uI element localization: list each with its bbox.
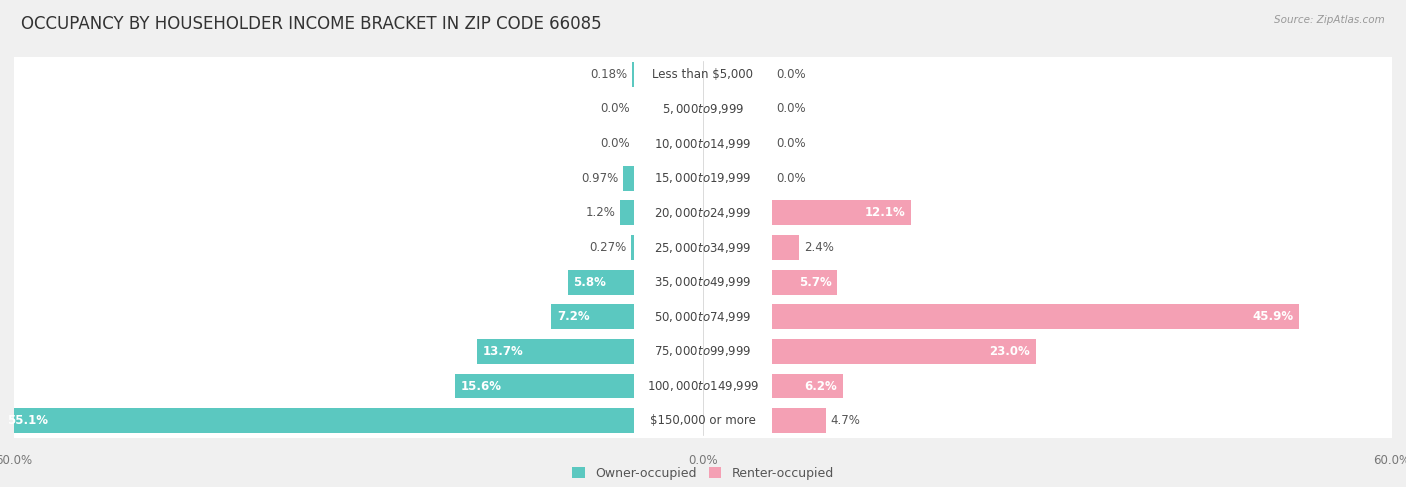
Text: $10,000 to $14,999: $10,000 to $14,999 [654,137,752,150]
Text: 0.0%: 0.0% [600,102,630,115]
Text: $25,000 to $34,999: $25,000 to $34,999 [654,241,752,255]
Bar [772,304,1299,329]
Text: 0.18%: 0.18% [591,68,627,81]
Text: 5.8%: 5.8% [574,276,606,289]
Text: 45.9%: 45.9% [1253,310,1294,323]
Text: 4.7%: 4.7% [831,414,860,427]
Bar [772,408,825,433]
Bar [631,235,634,260]
Bar [8,92,1398,126]
Text: 5.7%: 5.7% [799,276,831,289]
Bar [8,369,1398,403]
Text: $150,000 or more: $150,000 or more [650,414,756,427]
Bar [456,374,634,398]
Bar [623,166,634,191]
Legend: Owner-occupied, Renter-occupied: Owner-occupied, Renter-occupied [572,467,834,480]
Bar [772,374,844,398]
Text: 0.0%: 0.0% [776,137,806,150]
Bar [772,339,1036,364]
Text: 0.0%: 0.0% [600,137,630,150]
Bar [8,161,1398,196]
Bar [8,403,1398,438]
Text: 0.97%: 0.97% [581,172,619,185]
Text: 0.0%: 0.0% [776,172,806,185]
Text: $20,000 to $24,999: $20,000 to $24,999 [654,206,752,220]
Text: 0.0%: 0.0% [776,68,806,81]
Text: 23.0%: 23.0% [990,345,1031,358]
Bar [772,270,838,295]
Bar [8,126,1398,161]
Text: 55.1%: 55.1% [7,414,48,427]
Bar [633,62,634,87]
Bar [477,339,634,364]
Text: 6.2%: 6.2% [804,379,838,393]
Bar [1,408,634,433]
Text: 2.4%: 2.4% [804,241,834,254]
Text: 13.7%: 13.7% [482,345,523,358]
Text: 15.6%: 15.6% [461,379,502,393]
Bar [772,201,911,225]
Text: $75,000 to $99,999: $75,000 to $99,999 [654,344,752,358]
Text: 0.27%: 0.27% [589,241,627,254]
Bar [8,265,1398,300]
Text: 12.1%: 12.1% [865,206,905,219]
Text: 1.2%: 1.2% [586,206,616,219]
Bar [620,201,634,225]
Bar [8,196,1398,230]
Text: 7.2%: 7.2% [557,310,589,323]
Text: $15,000 to $19,999: $15,000 to $19,999 [654,171,752,185]
Bar [551,304,634,329]
Text: OCCUPANCY BY HOUSEHOLDER INCOME BRACKET IN ZIP CODE 66085: OCCUPANCY BY HOUSEHOLDER INCOME BRACKET … [21,15,602,33]
Bar [568,270,634,295]
Text: 0.0%: 0.0% [776,102,806,115]
Text: $5,000 to $9,999: $5,000 to $9,999 [662,102,744,116]
Bar [772,235,800,260]
Text: Source: ZipAtlas.com: Source: ZipAtlas.com [1274,15,1385,25]
Text: Less than $5,000: Less than $5,000 [652,68,754,81]
Bar [8,57,1398,92]
Text: $35,000 to $49,999: $35,000 to $49,999 [654,275,752,289]
Text: $50,000 to $74,999: $50,000 to $74,999 [654,310,752,324]
Bar [8,230,1398,265]
Bar [8,334,1398,369]
Bar [8,300,1398,334]
Text: $100,000 to $149,999: $100,000 to $149,999 [647,379,759,393]
